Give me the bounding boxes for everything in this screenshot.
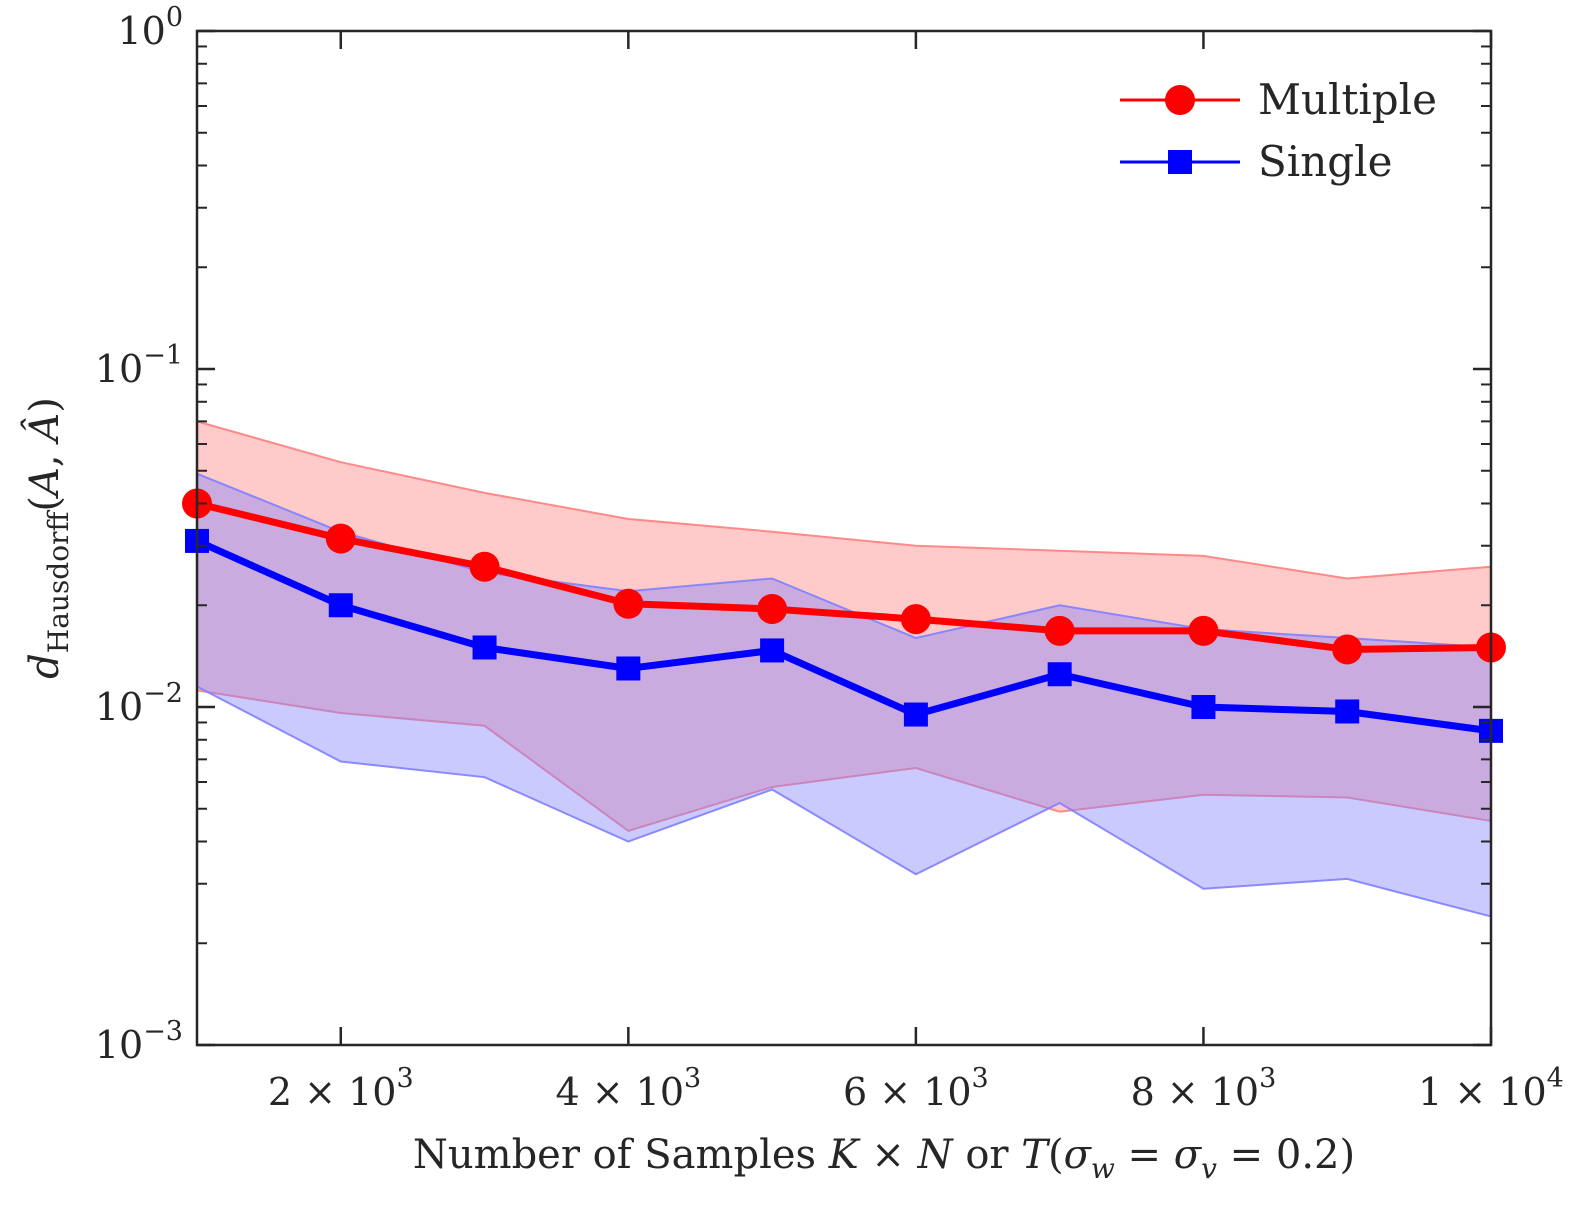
legend-multiple-marker [1165, 85, 1195, 115]
multiple-point [1188, 615, 1219, 646]
single-point [616, 656, 641, 681]
multiple-line [196, 500, 1492, 653]
legend-single-label: Single [1258, 137, 1392, 186]
single-point [1191, 695, 1216, 719]
multiple-point [1044, 615, 1075, 646]
axes: 100 10−1 10−2 10−3 2 × 103 4 × 103 6 × 103 8 × … [21, 2, 1564, 1185]
x-tick-label: 2 × 103 [268, 1063, 414, 1114]
confidence-bands [196, 420, 1492, 918]
y-axis-title: dHausdorff(A, Â) [21, 397, 75, 679]
legend-multiple-label: Multiple [1258, 75, 1437, 124]
single-point [1047, 662, 1072, 687]
x-tick-label: 1 × 104 [1418, 1063, 1564, 1114]
legend-single-marker [1168, 150, 1192, 174]
multiple-point [613, 588, 644, 619]
x-tick-label: 6 × 103 [843, 1063, 989, 1114]
x-tick-label: 4 × 103 [555, 1063, 701, 1114]
x-axis-title: Number of Samples K × N or T(σw = σv = 0… [413, 1132, 1355, 1185]
single-point [328, 593, 353, 618]
multiple-point [469, 551, 500, 582]
single-line [195, 537, 1492, 735]
single-point [1335, 699, 1360, 724]
legend: Multiple Single [1120, 75, 1437, 186]
multiple-point [325, 523, 356, 554]
single-point [472, 635, 497, 660]
y-tick-label: 10−2 [95, 678, 183, 729]
multiple-point [1332, 634, 1363, 665]
y-tick-label: 10−3 [95, 1016, 183, 1067]
y-tick-label: 100 [117, 2, 183, 53]
x-tick-label: 8 × 103 [1131, 1063, 1277, 1114]
multiple-point [900, 604, 931, 635]
multiple-point [757, 593, 788, 624]
y-tick-label: 10−1 [95, 340, 183, 391]
series-lines [195, 500, 1492, 735]
single-point [760, 638, 785, 663]
single-point [903, 702, 928, 727]
plot-frame [195, 29, 1493, 1047]
